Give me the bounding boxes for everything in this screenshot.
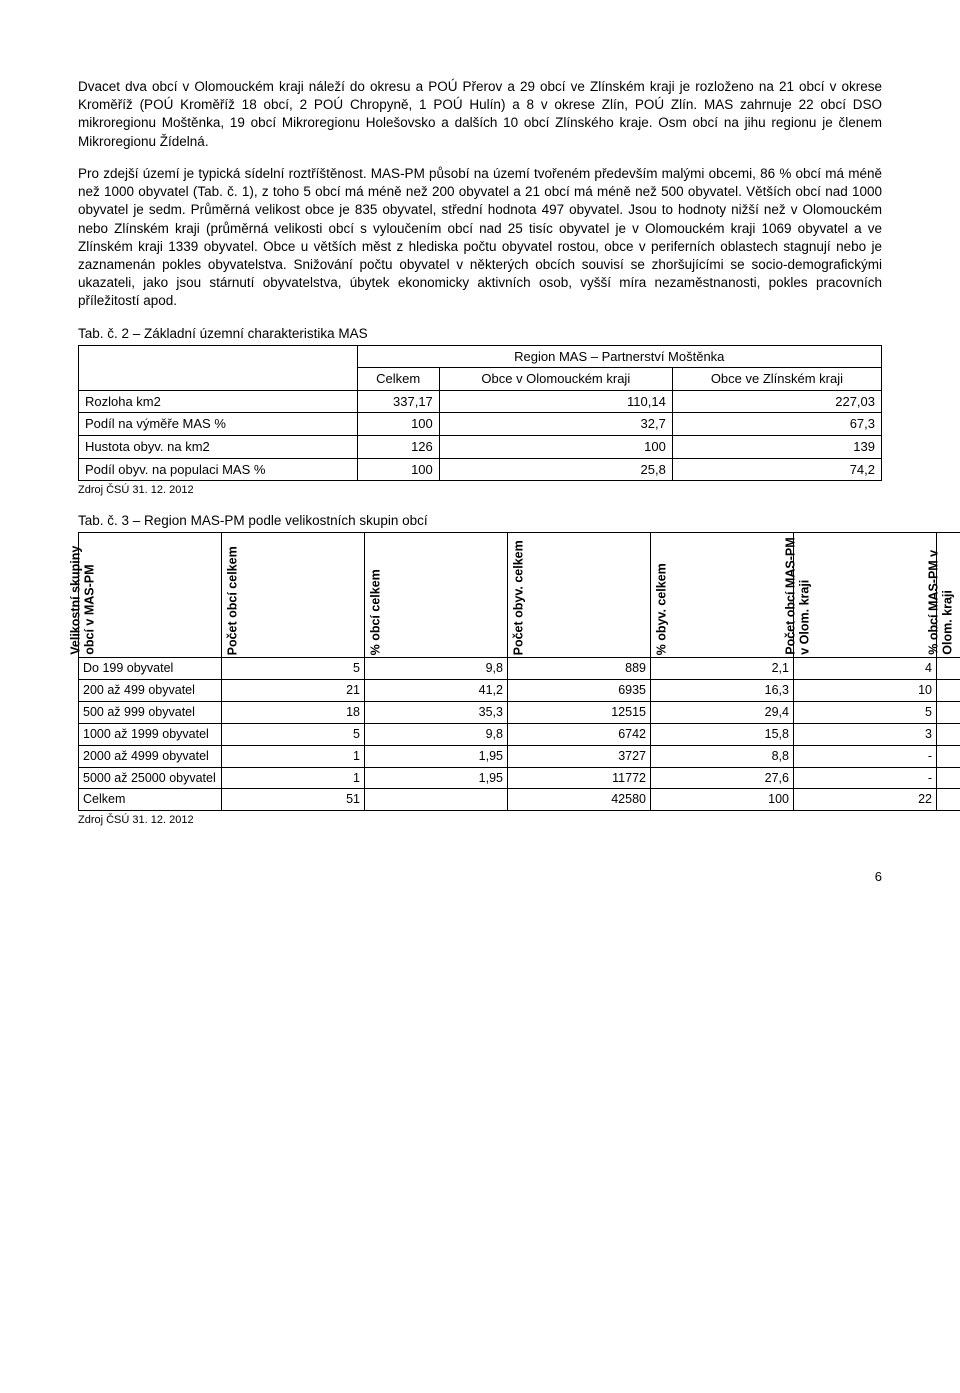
table3-header-row: Velikostní skupiny obcí v MAS-PM Počet o… <box>79 533 960 658</box>
table2-caption: Tab. č. 2 – Základní územní charakterist… <box>78 325 882 343</box>
t3-h1: Počet obcí celkem <box>222 533 365 658</box>
table2-superheader: Region MAS – Partnerství Moštěnka <box>357 345 881 368</box>
page-number: 6 <box>78 868 882 886</box>
t3-h6: % obcí MAS-PM v Olom. kraji <box>937 533 960 658</box>
table3-total-row: Celkem 51 42580 100 22 10984 29 31596 <box>79 789 960 811</box>
table3-caption: Tab. č. 3 – Region MAS-PM podle velikost… <box>78 512 882 530</box>
table2-col-1: Obce v Olomouckém kraji <box>439 368 672 391</box>
table-row: 500 až 999 obyvatel 18 35,3 12515 29,4 5… <box>79 701 960 723</box>
table-3: Velikostní skupiny obcí v MAS-PM Počet o… <box>78 532 960 811</box>
table-row: 5000 až 25000 obyvatel 1 1,95 11772 27,6… <box>79 767 960 789</box>
table-row: Podíl obyv. na populaci MAS % 100 25,8 7… <box>79 458 882 481</box>
t3-h4: % obyv. celkem <box>651 533 794 658</box>
table-row: 200 až 499 obyvatel 21 41,2 6935 16,3 10… <box>79 680 960 702</box>
t3-h3: Počet obyv. celkem <box>508 533 651 658</box>
t3-h2: % obcí celkem <box>365 533 508 658</box>
table2-col-0: Celkem <box>357 368 439 391</box>
table2-col-2: Obce ve Zlínském kraji <box>672 368 881 391</box>
table2-source: Zdroj ČSÚ 31. 12. 2012 <box>78 483 882 498</box>
table2-corner <box>79 345 358 390</box>
t3-h5: Počet obcí MAS-PM v Olom. kraji <box>794 533 937 658</box>
table3-source: Zdroj ČSÚ 31. 12. 2012 <box>78 813 882 828</box>
table-row: Do 199 obyvatel 5 9,8 889 2,1 4 7,8 707 … <box>79 658 960 680</box>
table-row: Hustota obyv. na km2 126 100 139 <box>79 436 882 459</box>
paragraph-2: Pro zdejší území je typická sídelní rozt… <box>78 165 882 311</box>
table-2: Region MAS – Partnerství Moštěnka Celkem… <box>78 345 882 481</box>
table-row: Rozloha km2 337,17 110,14 227,03 <box>79 390 882 413</box>
table-row: 1000 až 1999 obyvatel 5 9,8 6742 15,8 3 … <box>79 723 960 745</box>
paragraph-1: Dvacet dva obcí v Olomouckém kraji nálež… <box>78 78 882 151</box>
t3-h0: Velikostní skupiny obcí v MAS-PM <box>79 533 222 658</box>
table-row: Podíl na výměře MAS % 100 32,7 67,3 <box>79 413 882 436</box>
table-row: 2000 až 4999 obyvatel 1 1,95 3727 8,8 - … <box>79 745 960 767</box>
